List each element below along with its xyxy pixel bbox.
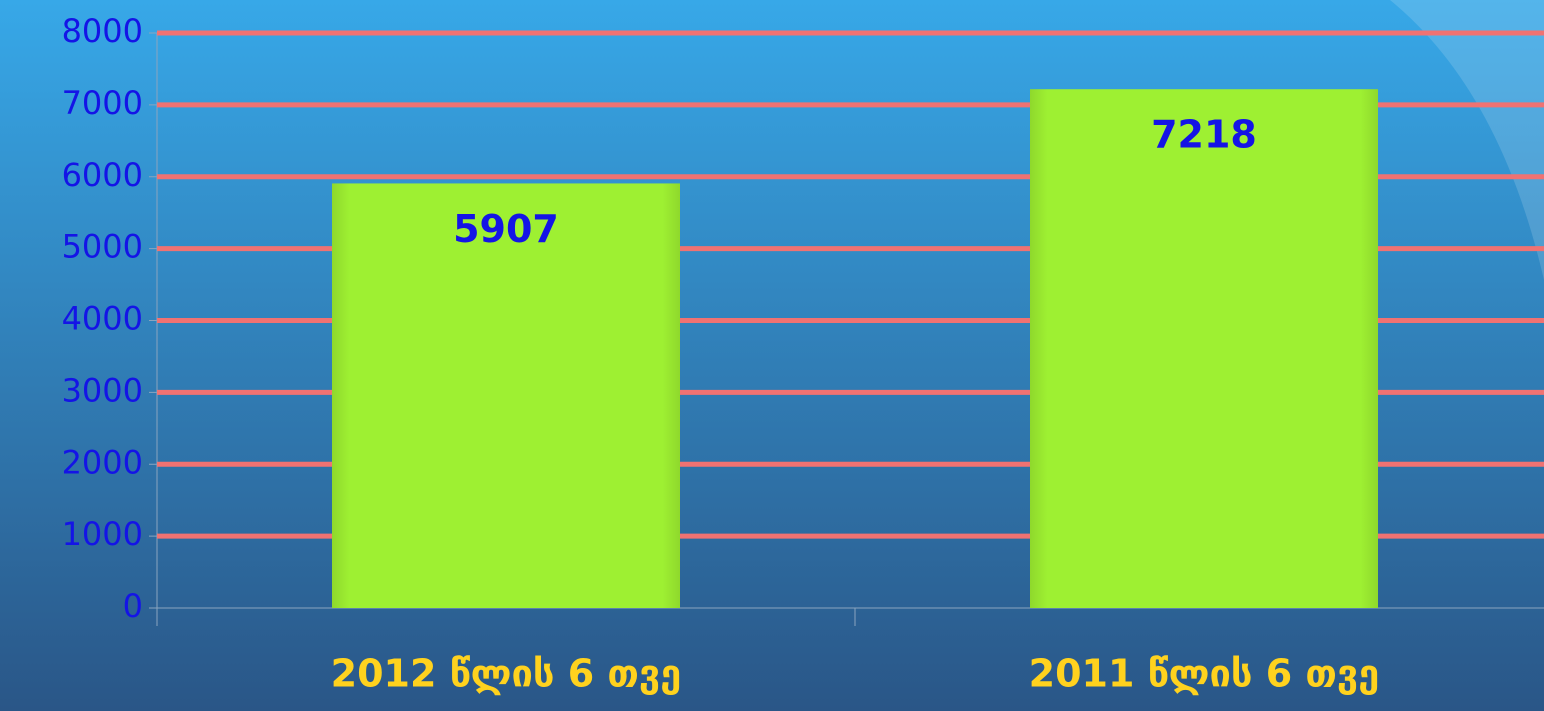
y-tick-label: 0 (123, 587, 143, 625)
bar (1030, 89, 1378, 609)
x-tick-label: 2011 წლის 6 თვე (1029, 652, 1380, 696)
bar (332, 183, 680, 608)
y-tick-label: 8000 (62, 12, 143, 50)
y-tick-label: 7000 (62, 84, 143, 122)
y-tick-label: 5000 (62, 228, 143, 266)
value-label: 5907 (453, 207, 559, 251)
y-tick-label: 1000 (62, 515, 143, 553)
x-tick-label: 2012 წლის 6 თვე (331, 652, 682, 696)
y-tick-label: 4000 (62, 300, 143, 338)
y-tick-label: 2000 (62, 443, 143, 481)
value-label: 7218 (1151, 113, 1257, 157)
decoration (1390, 0, 1544, 280)
y-tick-label: 3000 (62, 371, 143, 409)
y-tick-label: 6000 (62, 156, 143, 194)
